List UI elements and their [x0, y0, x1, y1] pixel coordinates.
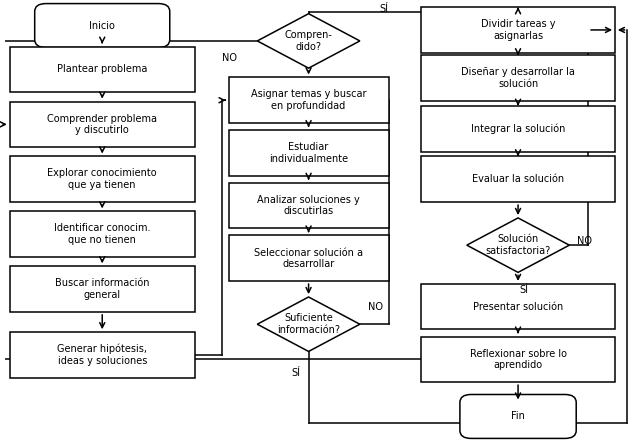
Bar	[9, 211, 195, 257]
Bar	[9, 332, 195, 378]
Text: Asignar temas y buscar
en profundidad: Asignar temas y buscar en profundidad	[251, 89, 367, 111]
Text: Integrar la solución: Integrar la solución	[471, 123, 565, 134]
Text: Presentar solución: Presentar solución	[473, 301, 563, 312]
Text: Identificar conocim.
que no tienen: Identificar conocim. que no tienen	[54, 223, 150, 245]
Bar	[421, 7, 615, 53]
Bar	[421, 156, 615, 202]
Text: SÍ: SÍ	[520, 285, 529, 295]
Text: NO: NO	[368, 301, 383, 312]
Text: Seleccionar solución a
desarrollar: Seleccionar solución a desarrollar	[254, 248, 363, 269]
Bar	[229, 130, 389, 176]
Bar	[9, 46, 195, 92]
Text: Diseñar y desarrollar la
solución: Diseñar y desarrollar la solución	[461, 68, 575, 89]
Bar	[229, 236, 389, 281]
Text: Reflexionar sobre lo
aprendido: Reflexionar sobre lo aprendido	[470, 349, 566, 370]
Polygon shape	[257, 297, 360, 351]
Bar	[9, 156, 195, 202]
Text: Fin: Fin	[511, 412, 525, 422]
Text: SÍ: SÍ	[379, 4, 388, 14]
Polygon shape	[257, 14, 360, 68]
Bar	[229, 183, 389, 229]
Bar	[421, 336, 615, 382]
Text: Plantear problema: Plantear problema	[57, 65, 147, 74]
Bar	[229, 77, 389, 123]
Text: NO: NO	[222, 53, 236, 64]
Bar	[9, 102, 195, 147]
Text: Generar hipótesis,
ideas y soluciones: Generar hipótesis, ideas y soluciones	[58, 344, 147, 366]
Text: Comprender problema
y discutirlo: Comprender problema y discutirlo	[47, 114, 157, 135]
Text: Inicio: Inicio	[89, 20, 115, 30]
Text: Compren-
dido?: Compren- dido?	[284, 30, 332, 52]
Text: Dividir tareas y
asignarlas: Dividir tareas y asignarlas	[481, 19, 556, 41]
FancyBboxPatch shape	[460, 395, 576, 438]
Text: Evaluar la solución: Evaluar la solución	[472, 174, 564, 184]
Bar	[421, 284, 615, 329]
Text: SÍ: SÍ	[291, 369, 301, 378]
Bar	[421, 106, 615, 152]
Bar	[421, 55, 615, 101]
Bar	[9, 266, 195, 312]
Text: Analizar soluciones y
discutirlas: Analizar soluciones y discutirlas	[257, 195, 360, 217]
FancyBboxPatch shape	[35, 4, 170, 47]
Text: Explorar conocimiento
que ya tienen: Explorar conocimiento que ya tienen	[47, 168, 157, 190]
Text: Solución
satisfactoria?: Solución satisfactoria?	[485, 234, 550, 256]
Polygon shape	[467, 218, 569, 272]
Text: Estudiar
individualmente: Estudiar individualmente	[269, 142, 348, 164]
Text: Buscar información
general: Buscar información general	[55, 278, 150, 300]
Text: Suficiente
información?: Suficiente información?	[277, 313, 340, 335]
Text: NO: NO	[578, 236, 592, 246]
